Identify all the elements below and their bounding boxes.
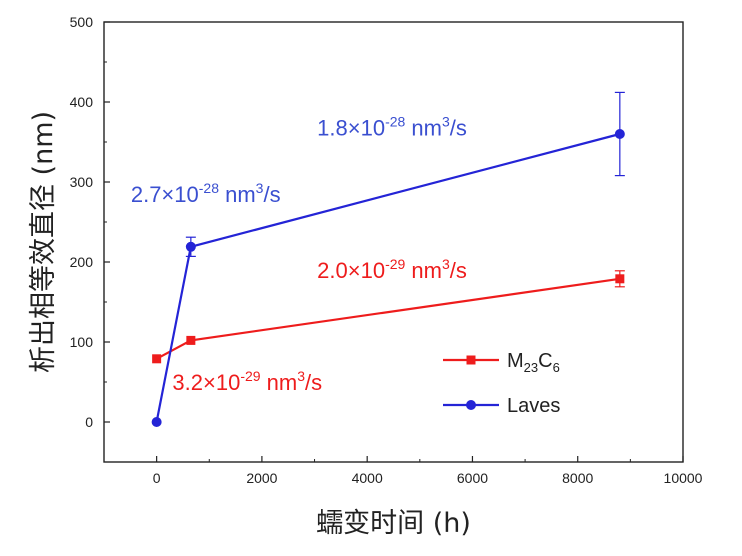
x-axis-title: 蠕变时间 (h): [316, 508, 471, 539]
legend-marker-m23c6: [466, 355, 476, 365]
x-tick-label: 2000: [246, 470, 277, 486]
ticks: 0 2000 4000 6000 8000 10000 0 100 200 300 400 500: [70, 14, 703, 486]
rate-annotation: 2.7×10-28 nm3/s: [131, 180, 281, 207]
y-tick-label: 500: [70, 14, 94, 30]
annotations: 1.8×10-28 nm3/s 2.7×10-28 nm3/s 2.0×10-29 …: [131, 114, 467, 395]
y-tick-label: 200: [70, 254, 94, 270]
axes: [103, 21, 684, 463]
y-axis-title: 析出相等效直径 (nm): [28, 111, 59, 373]
legend: M23C6 Laves: [443, 350, 560, 417]
data-point-laves: [614, 129, 625, 139]
x-tick-label: 4000: [352, 470, 383, 486]
plot-area: [151, 91, 625, 427]
x-tick-label: 6000: [457, 470, 488, 486]
data-point-m23c6: [152, 354, 162, 364]
y-tick-label: 100: [70, 334, 94, 350]
x-tick-label: 0: [153, 470, 161, 486]
rate-annotation: 1.8×10-28 nm3/s: [317, 114, 467, 141]
legend-label-laves: Laves: [507, 395, 560, 417]
y-tick-label: 0: [85, 414, 93, 430]
data-point-m23c6: [615, 274, 625, 284]
plot-frame: [103, 21, 684, 463]
y-tick-label: 300: [70, 174, 94, 190]
data-point-laves: [185, 241, 196, 252]
data-point-laves: [151, 417, 162, 427]
x-tick-label: 10000: [664, 470, 703, 486]
rate-annotation: 3.2×10-29 nm3/s: [172, 368, 322, 395]
rate-annotation: 2.0×10-29 nm3/s: [317, 256, 467, 283]
x-tick-label: 8000: [562, 470, 593, 486]
legend-marker-laves: [466, 400, 476, 410]
series-line-m23c6: [156, 277, 620, 360]
legend-label-m23c6: M23C6: [507, 350, 560, 375]
data-point-m23c6: [186, 335, 196, 345]
y-tick-label: 400: [70, 94, 94, 110]
